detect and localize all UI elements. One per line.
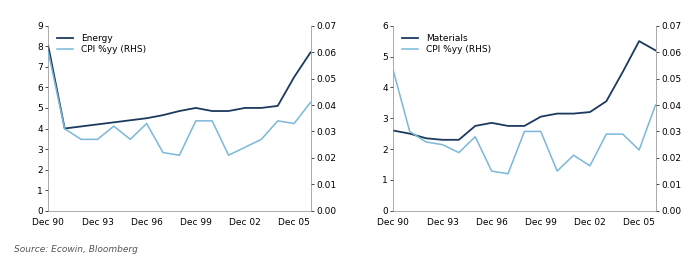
CPI %yy (RHS) bbox=[175, 154, 184, 157]
Line: Energy: Energy bbox=[48, 46, 310, 128]
CPI %yy (RHS) bbox=[504, 172, 512, 175]
Line: CPI %yy (RHS): CPI %yy (RHS) bbox=[48, 52, 310, 155]
Materials bbox=[651, 49, 660, 52]
CPI %yy (RHS) bbox=[569, 154, 578, 157]
Text: Source: Ecowin, Bloomberg: Source: Ecowin, Bloomberg bbox=[14, 245, 138, 254]
Materials bbox=[438, 138, 446, 141]
CPI %yy (RHS) bbox=[389, 69, 397, 72]
Legend: Energy, CPI %yy (RHS): Energy, CPI %yy (RHS) bbox=[55, 32, 148, 56]
Materials bbox=[537, 115, 545, 118]
CPI %yy (RHS) bbox=[257, 138, 266, 141]
Energy bbox=[306, 51, 315, 54]
CPI %yy (RHS) bbox=[487, 170, 495, 173]
CPI %yy (RHS) bbox=[208, 119, 217, 122]
Materials bbox=[504, 124, 512, 127]
CPI %yy (RHS) bbox=[110, 125, 118, 128]
Energy bbox=[126, 119, 135, 122]
Materials bbox=[471, 124, 480, 127]
CPI %yy (RHS) bbox=[61, 127, 69, 130]
CPI %yy (RHS) bbox=[224, 154, 233, 157]
Materials bbox=[586, 111, 594, 114]
CPI %yy (RHS) bbox=[44, 51, 52, 54]
CPI %yy (RHS) bbox=[422, 141, 431, 144]
CPI %yy (RHS) bbox=[520, 130, 529, 133]
CPI %yy (RHS) bbox=[142, 122, 150, 125]
Materials bbox=[389, 129, 397, 132]
CPI %yy (RHS) bbox=[406, 130, 414, 133]
Energy bbox=[273, 104, 282, 107]
Materials bbox=[635, 40, 643, 43]
Materials bbox=[487, 121, 495, 124]
Line: Materials: Materials bbox=[393, 41, 656, 140]
Energy bbox=[44, 45, 52, 48]
Materials bbox=[553, 112, 562, 115]
CPI %yy (RHS) bbox=[553, 170, 562, 173]
CPI %yy (RHS) bbox=[651, 104, 660, 107]
CPI %yy (RHS) bbox=[241, 146, 249, 149]
CPI %yy (RHS) bbox=[537, 130, 545, 133]
Energy bbox=[93, 123, 101, 126]
CPI %yy (RHS) bbox=[290, 122, 298, 125]
CPI %yy (RHS) bbox=[471, 135, 480, 138]
Energy bbox=[224, 109, 233, 113]
CPI %yy (RHS) bbox=[192, 119, 200, 122]
Energy bbox=[257, 106, 266, 109]
Materials bbox=[455, 138, 463, 141]
CPI %yy (RHS) bbox=[93, 138, 101, 141]
Materials bbox=[520, 124, 529, 127]
Energy bbox=[77, 125, 86, 128]
CPI %yy (RHS) bbox=[438, 143, 446, 146]
CPI %yy (RHS) bbox=[635, 148, 643, 151]
Energy bbox=[175, 109, 184, 113]
Line: CPI %yy (RHS): CPI %yy (RHS) bbox=[393, 71, 656, 174]
Materials bbox=[619, 70, 627, 74]
Legend: Materials, CPI %yy (RHS): Materials, CPI %yy (RHS) bbox=[400, 32, 493, 56]
Energy bbox=[192, 106, 200, 109]
CPI %yy (RHS) bbox=[602, 133, 611, 136]
CPI %yy (RHS) bbox=[586, 164, 594, 167]
Energy bbox=[61, 127, 69, 130]
Energy bbox=[142, 117, 150, 120]
Energy bbox=[241, 106, 249, 109]
Energy bbox=[290, 76, 298, 79]
Energy bbox=[159, 114, 167, 117]
CPI %yy (RHS) bbox=[273, 119, 282, 122]
CPI %yy (RHS) bbox=[306, 101, 315, 104]
Energy bbox=[208, 109, 217, 113]
CPI %yy (RHS) bbox=[77, 138, 86, 141]
CPI %yy (RHS) bbox=[126, 138, 135, 141]
CPI %yy (RHS) bbox=[619, 133, 627, 136]
Energy bbox=[110, 121, 118, 124]
CPI %yy (RHS) bbox=[159, 151, 167, 154]
Materials bbox=[569, 112, 578, 115]
CPI %yy (RHS) bbox=[455, 151, 463, 154]
Materials bbox=[422, 137, 431, 140]
Materials bbox=[602, 100, 611, 103]
Materials bbox=[406, 132, 414, 135]
